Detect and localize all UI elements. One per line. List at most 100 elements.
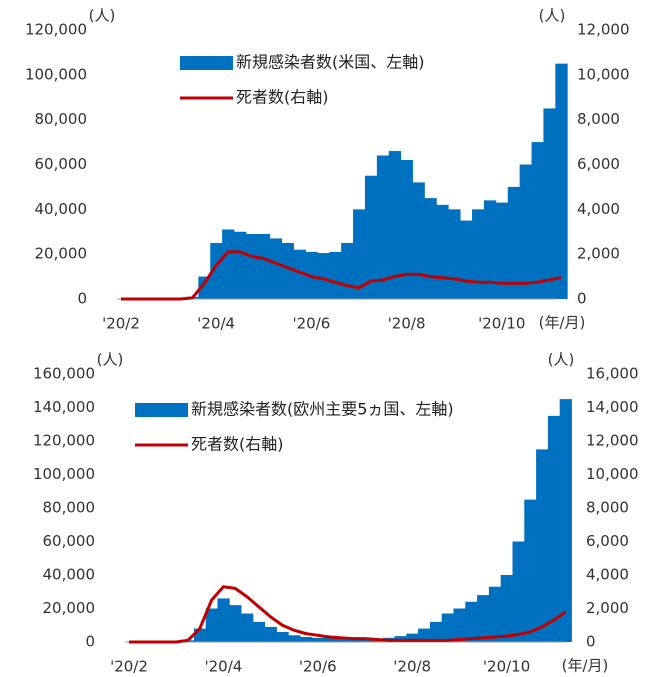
x-tick-label: '20/2 [102,315,140,333]
y-tick-label: 140,000 [33,398,95,416]
bar [507,186,521,299]
y-tick-label: 80,000 [43,499,96,517]
bar [276,631,289,642]
bar [311,637,325,642]
y2-tick-label: 12,000 [577,21,630,39]
y2-tick-label: 0 [577,290,587,308]
y2-tick-label: 2,000 [577,245,620,263]
bar [257,233,271,299]
bar [245,233,259,299]
y2-tick-label: 8,000 [586,499,629,517]
y2-tick-label: 4,000 [586,566,629,584]
bar [555,63,568,299]
x-unit: (年/月) [539,314,586,332]
x-tick-label: '20/6 [292,315,330,333]
bar [269,238,283,299]
legend-swatch [180,56,233,70]
bar [353,209,366,299]
bar [531,142,544,299]
y2-tick-label: 14,000 [586,398,639,416]
bar [483,200,497,299]
bar [448,209,461,299]
bar [512,541,525,642]
bar [364,175,378,299]
y-tick-label: 80,000 [35,110,88,128]
bar [536,449,549,642]
bar [388,151,402,299]
bar [323,637,336,642]
y-unit: (人) [97,351,124,369]
bar [465,601,478,642]
bar [453,608,466,642]
y-tick-label: 40,000 [35,200,88,218]
y2-tick-label: 10,000 [586,465,639,483]
y-tick-label: 20,000 [35,245,88,263]
y-tick-label: 60,000 [43,532,96,550]
bar [234,231,247,299]
bar [217,598,230,642]
y-tick-label: 100,000 [33,465,95,483]
bar [376,155,390,299]
bar [500,575,513,642]
bar [519,164,532,299]
y-tick-label: 0 [77,290,87,308]
y-tick-label: 160,000 [33,365,95,383]
bar [359,638,372,642]
y-tick-label: 0 [85,633,95,651]
bar [281,242,294,299]
bar [424,198,437,299]
legend-label: 死者数(右軸) [236,88,329,107]
y2-tick-label: 8,000 [577,110,620,128]
y2-tick-label: 16,000 [586,365,639,383]
bar [460,220,473,299]
bar [477,595,490,642]
bar [524,499,537,642]
y2-unit: (人) [548,351,575,369]
x-tick-label: '20/2 [110,658,148,676]
x-tick-label: '20/4 [204,658,242,676]
bar [347,638,360,642]
bar [205,608,218,642]
legend-label: 死者数(右軸) [191,435,284,454]
bar [472,209,485,299]
bar [400,160,413,299]
bar [488,586,502,642]
bar [412,182,425,299]
x-tick-label: '20/10 [483,658,530,676]
bar [429,621,443,642]
y-tick-label: 60,000 [35,155,88,173]
x-tick-label: '20/8 [388,315,426,333]
x-unit: (年/月) [562,657,609,675]
bar [441,613,454,642]
bar [198,276,211,299]
bar [317,253,330,299]
line [129,585,567,644]
legend-label: 新規感染者数(米国、左軸) [236,53,425,72]
y2-tick-label: 2,000 [586,599,629,617]
x-tick-label: '20/6 [299,658,337,676]
bar [241,613,254,642]
y-tick-label: 40,000 [43,566,96,584]
bar [264,626,277,642]
x-tick-label: '20/4 [197,315,235,333]
bar [495,202,509,299]
y-tick-label: 20,000 [43,599,96,617]
y-tick-label: 120,000 [25,21,87,39]
bar [210,242,223,299]
y2-tick-label: 6,000 [577,155,620,173]
bar [288,635,301,642]
line [121,250,562,301]
bar [436,204,449,299]
legend-label: 新規感染者数(欧州主要5ヵ国、左軸) [191,400,454,419]
y2-tick-label: 0 [586,633,596,651]
bar [222,229,235,299]
bar [300,636,313,642]
y2-unit: (人) [539,7,566,25]
bar [229,605,242,642]
y-tick-label: 120,000 [33,432,95,450]
x-tick-label: '20/10 [478,315,525,333]
y-tick-label: 100,000 [25,65,87,83]
bar [543,108,556,299]
bar [418,628,431,642]
